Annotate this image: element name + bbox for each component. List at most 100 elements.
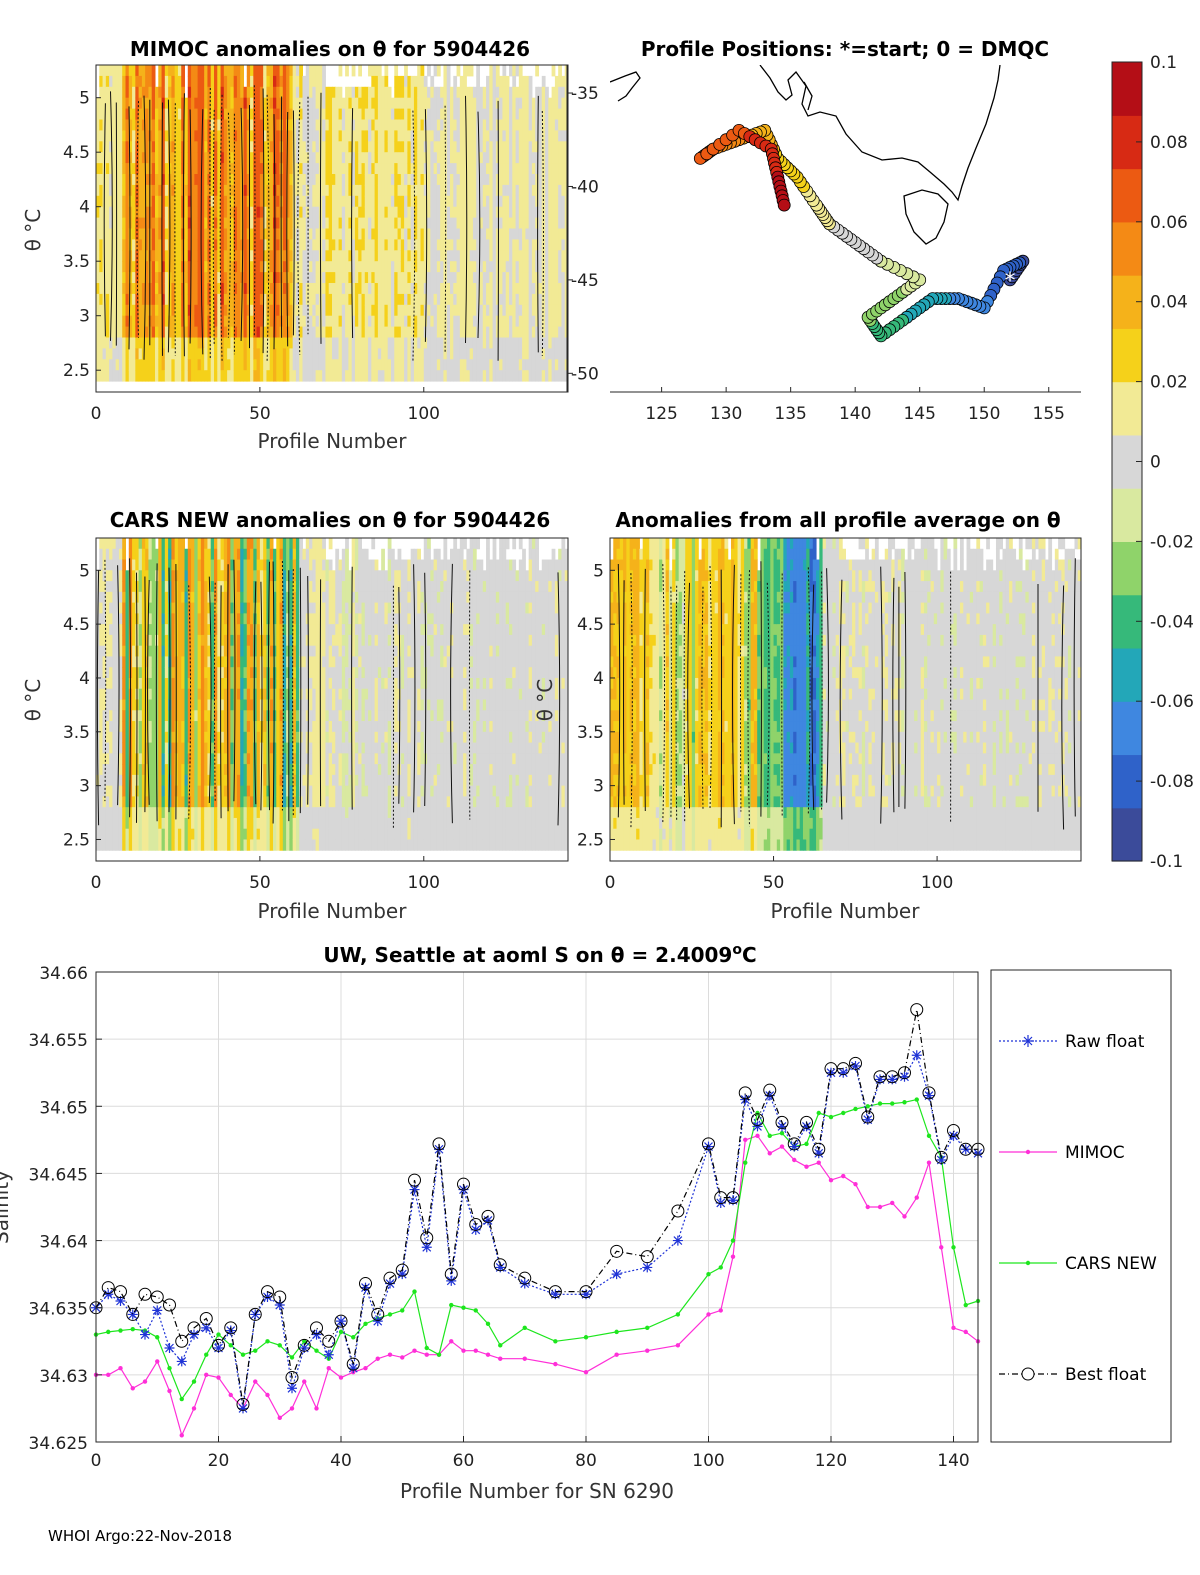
- heatmap-cell: [295, 141, 300, 153]
- heatmap-cell: [548, 326, 553, 338]
- heatmap-cell: [138, 656, 143, 668]
- heatmap-cell: [161, 559, 166, 571]
- heatmap-cell: [384, 315, 389, 328]
- heatmap-cell: [387, 326, 392, 338]
- heatmap-cell: [400, 337, 405, 349]
- heatmap-cell: [469, 163, 474, 175]
- heatmap-cell: [269, 206, 274, 219]
- heatmap-cell: [417, 130, 421, 142]
- heatmap-cell: [479, 359, 484, 371]
- heatmap-cell: [315, 97, 320, 110]
- heatmap-cell: [459, 348, 464, 360]
- heatmap-cell: [400, 184, 405, 197]
- heatmap-cell: [256, 348, 261, 360]
- heatmap-cell: [99, 152, 104, 164]
- heatmap-cell: [223, 228, 228, 240]
- heatmap-cell: [187, 108, 192, 120]
- heatmap-cell: [168, 130, 172, 142]
- heatmap-cell: [407, 206, 412, 219]
- heatmap-cell: [158, 785, 163, 797]
- heatmap-cell: [509, 86, 513, 99]
- heatmap-cell: [295, 130, 300, 142]
- heatmap-cell: [256, 65, 261, 77]
- heatmap-cell: [397, 359, 402, 371]
- heatmap-cell: [371, 119, 376, 131]
- heatmap-cell: [151, 65, 156, 77]
- heatmap-cell: [105, 217, 110, 229]
- heatmap-cell: [164, 97, 169, 110]
- contour-line: [143, 95, 147, 360]
- heatmap-cell: [453, 141, 458, 153]
- heatmap-cell: [161, 828, 166, 840]
- heatmap-cell: [551, 141, 556, 153]
- heatmap-cell: [499, 348, 503, 360]
- heatmap-cell: [118, 261, 123, 273]
- heatmap-cell: [328, 174, 333, 186]
- heatmap-cell: [118, 721, 123, 733]
- heatmap-cell: [341, 337, 346, 349]
- heatmap-cell: [525, 108, 530, 120]
- heatmap-cell: [105, 645, 110, 657]
- heatmap-cell: [273, 315, 277, 328]
- heatmap-cell: [518, 174, 523, 186]
- heatmap-cell: [384, 359, 389, 371]
- heatmap-cell: [384, 195, 389, 208]
- heatmap-cell: [161, 119, 166, 131]
- heatmap-cell: [194, 97, 199, 110]
- heatmap-cell: [148, 228, 153, 240]
- heatmap-cell: [289, 250, 294, 262]
- heatmap-cell: [489, 239, 494, 251]
- heatmap-cell: [266, 119, 271, 131]
- heatmap-cell: [381, 86, 385, 99]
- heatmap-cell: [236, 315, 241, 328]
- heatmap-cell: [174, 119, 179, 131]
- heatmap-cell: [289, 293, 294, 306]
- heatmap-cell: [420, 97, 425, 110]
- heatmap-cell: [259, 75, 264, 88]
- heatmap-cell: [338, 359, 343, 371]
- heatmap-cell: [404, 130, 408, 142]
- heatmap-cell: [243, 163, 248, 175]
- heatmap-cell: [194, 272, 199, 284]
- heatmap-cell: [171, 326, 176, 338]
- heatmap-cell: [191, 304, 195, 317]
- heatmap-cell: [181, 141, 185, 153]
- heatmap-cell: [479, 174, 484, 186]
- heatmap-cell: [430, 206, 435, 219]
- heatmap-cell: [217, 315, 222, 328]
- heatmap-cell: [479, 141, 484, 153]
- heatmap-cell: [371, 97, 376, 110]
- heatmap-cell: [115, 119, 120, 131]
- heatmap-cell: [551, 195, 556, 208]
- heatmap-cell: [204, 86, 208, 99]
- heatmap-cell: [102, 581, 107, 593]
- heatmap-cell: [289, 217, 294, 229]
- heatmap-cell: [446, 326, 451, 338]
- heatmap-cell: [259, 293, 264, 306]
- heatmap-cell: [181, 337, 185, 349]
- heatmap-cell: [430, 370, 435, 382]
- heatmap-cell: [263, 65, 267, 77]
- heatmap-cell: [240, 370, 244, 382]
- heatmap-cell: [96, 228, 100, 240]
- heatmap-cell: [141, 634, 146, 647]
- heatmap-cell: [112, 152, 117, 164]
- heatmap-cell: [381, 326, 385, 338]
- heatmap-cell: [286, 174, 290, 186]
- heatmap-cell: [315, 272, 320, 284]
- heatmap-cell: [118, 337, 123, 349]
- heatmap-cell: [227, 108, 231, 120]
- heatmap-cell: [525, 250, 530, 262]
- heatmap-cell: [112, 785, 117, 797]
- heatmap-cell: [299, 163, 303, 175]
- heatmap-cell: [135, 75, 140, 88]
- heatmap-cell: [361, 337, 366, 349]
- heatmap-cell: [200, 163, 205, 175]
- heatmap-cell: [151, 699, 156, 711]
- heatmap-cell: [312, 195, 317, 208]
- heatmap-cell: [227, 195, 231, 208]
- heatmap-cell: [286, 283, 290, 295]
- heatmap-cell: [335, 217, 340, 229]
- heatmap-cell: [518, 239, 523, 251]
- heatmap-cell: [164, 293, 169, 306]
